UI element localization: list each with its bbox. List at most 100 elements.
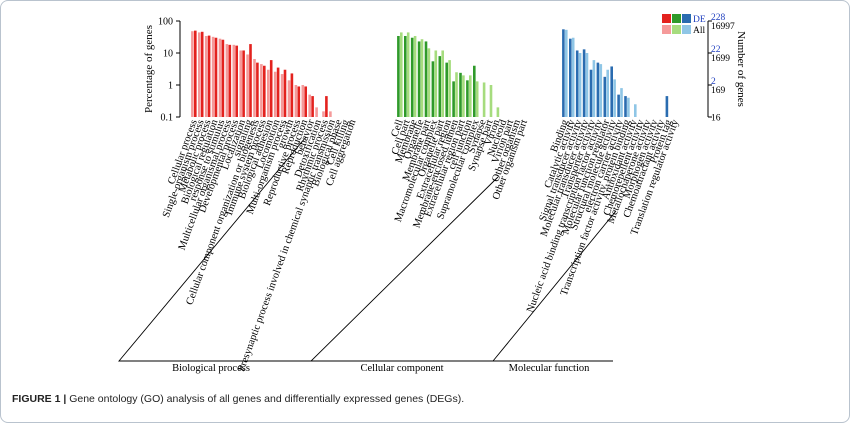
bar-all [280,74,284,117]
bar-all [191,31,194,118]
bar-de [221,39,225,117]
y-axis-label: Percentage of genes [143,25,155,113]
y-tick-label-left: 10 [163,49,173,60]
bar-all [294,85,298,117]
bar-all [448,60,451,117]
bar-all [469,75,472,117]
bar-all [482,82,486,117]
bar-de [256,62,259,117]
bar-de [290,73,294,117]
bar-all [232,44,236,117]
bar-all [578,53,582,117]
bar-de [325,96,328,117]
bar-de [624,96,627,117]
axes: 100 10 1 0.1 Percentage of genes 16997 1699 169… [143,13,747,124]
bar-all [434,50,438,117]
bar-all [606,69,609,117]
bar-de [617,94,620,117]
bar-all [489,85,493,117]
bar-de [603,76,607,117]
bar-all [301,85,305,117]
bar-de [417,41,421,117]
bar-de [228,44,232,117]
group-label: Cellular component [360,363,443,374]
bar-all [253,58,256,117]
bar-de [269,60,273,117]
bar-de [410,37,414,118]
y-tick-label-right-de: 228 [711,13,726,23]
bar-de [582,49,586,117]
group-bracket [492,210,617,362]
bar-de [665,96,669,117]
y-tick-label-right-all: 16 [711,114,721,124]
bar-de [276,67,280,117]
bar-de [431,61,435,117]
y-tick-label-right-all: 16997 [711,22,735,32]
bar-de [589,69,593,117]
figure-caption: FIGURE 1 | Gene ontology (GO) analysis o… [12,393,842,405]
bar-de [242,50,245,117]
bar-de [452,81,455,117]
bar-all [287,80,291,117]
legend-swatch-de [682,14,691,23]
bar-all [571,37,575,118]
bar-de [207,35,211,117]
bar-all [315,107,318,117]
bar-all [420,39,424,117]
bar-de [297,86,301,117]
bar-all [565,29,568,117]
bar-all [260,64,263,117]
bar-all [211,36,215,117]
bar-all [627,97,630,117]
y-axis-label-right: Number of genes [735,31,747,107]
bar-de [445,62,448,117]
bar-de [397,35,400,117]
caption-text: Gene ontology (GO) analysis of all genes… [69,393,465,405]
bar-de [466,80,469,117]
legend-swatch-all [672,25,681,34]
bar-all [585,53,589,117]
bar-de [235,45,238,117]
bar-all [613,79,616,117]
bar-de [562,29,565,117]
group-label: Biological process [172,363,250,374]
y-tick-label-left: 1 [168,81,173,92]
bar-all [406,32,410,117]
bar-de [214,37,218,118]
legend-label-all: All [693,26,706,36]
legend-label-de: DE [693,15,706,25]
caption-label: FIGURE 1 | [12,393,67,405]
legend-swatch-all [662,25,671,34]
bars [191,29,669,118]
bar-all [204,35,208,117]
bar-all [496,107,500,117]
bar-all [308,94,311,117]
bar-de [311,96,314,117]
legend-swatch-de [672,14,681,23]
bar-de [200,31,204,118]
bar-de [596,62,600,117]
bar-all [599,64,603,117]
bar-de [610,66,613,117]
bar-de [194,30,197,118]
bar-de [575,50,579,117]
bar-all [329,111,332,117]
bar-all [634,104,637,117]
bar-all [218,38,222,117]
bar-de [473,65,476,117]
bar-all [198,32,201,117]
bar-all [273,71,277,117]
bar-de [459,72,462,117]
bar-all [455,72,458,117]
bar-all [239,50,242,117]
group-bracket [118,136,311,362]
bar-all [400,32,403,117]
y-tick-label-right-all: 1699 [711,54,730,64]
go-bar-chart: 100 10 1 0.1 Percentage of genes 16997 1699 169… [118,13,747,374]
y-tick-label-left: 100 [158,17,173,28]
bar-de [249,44,252,118]
bar-all [267,69,270,117]
